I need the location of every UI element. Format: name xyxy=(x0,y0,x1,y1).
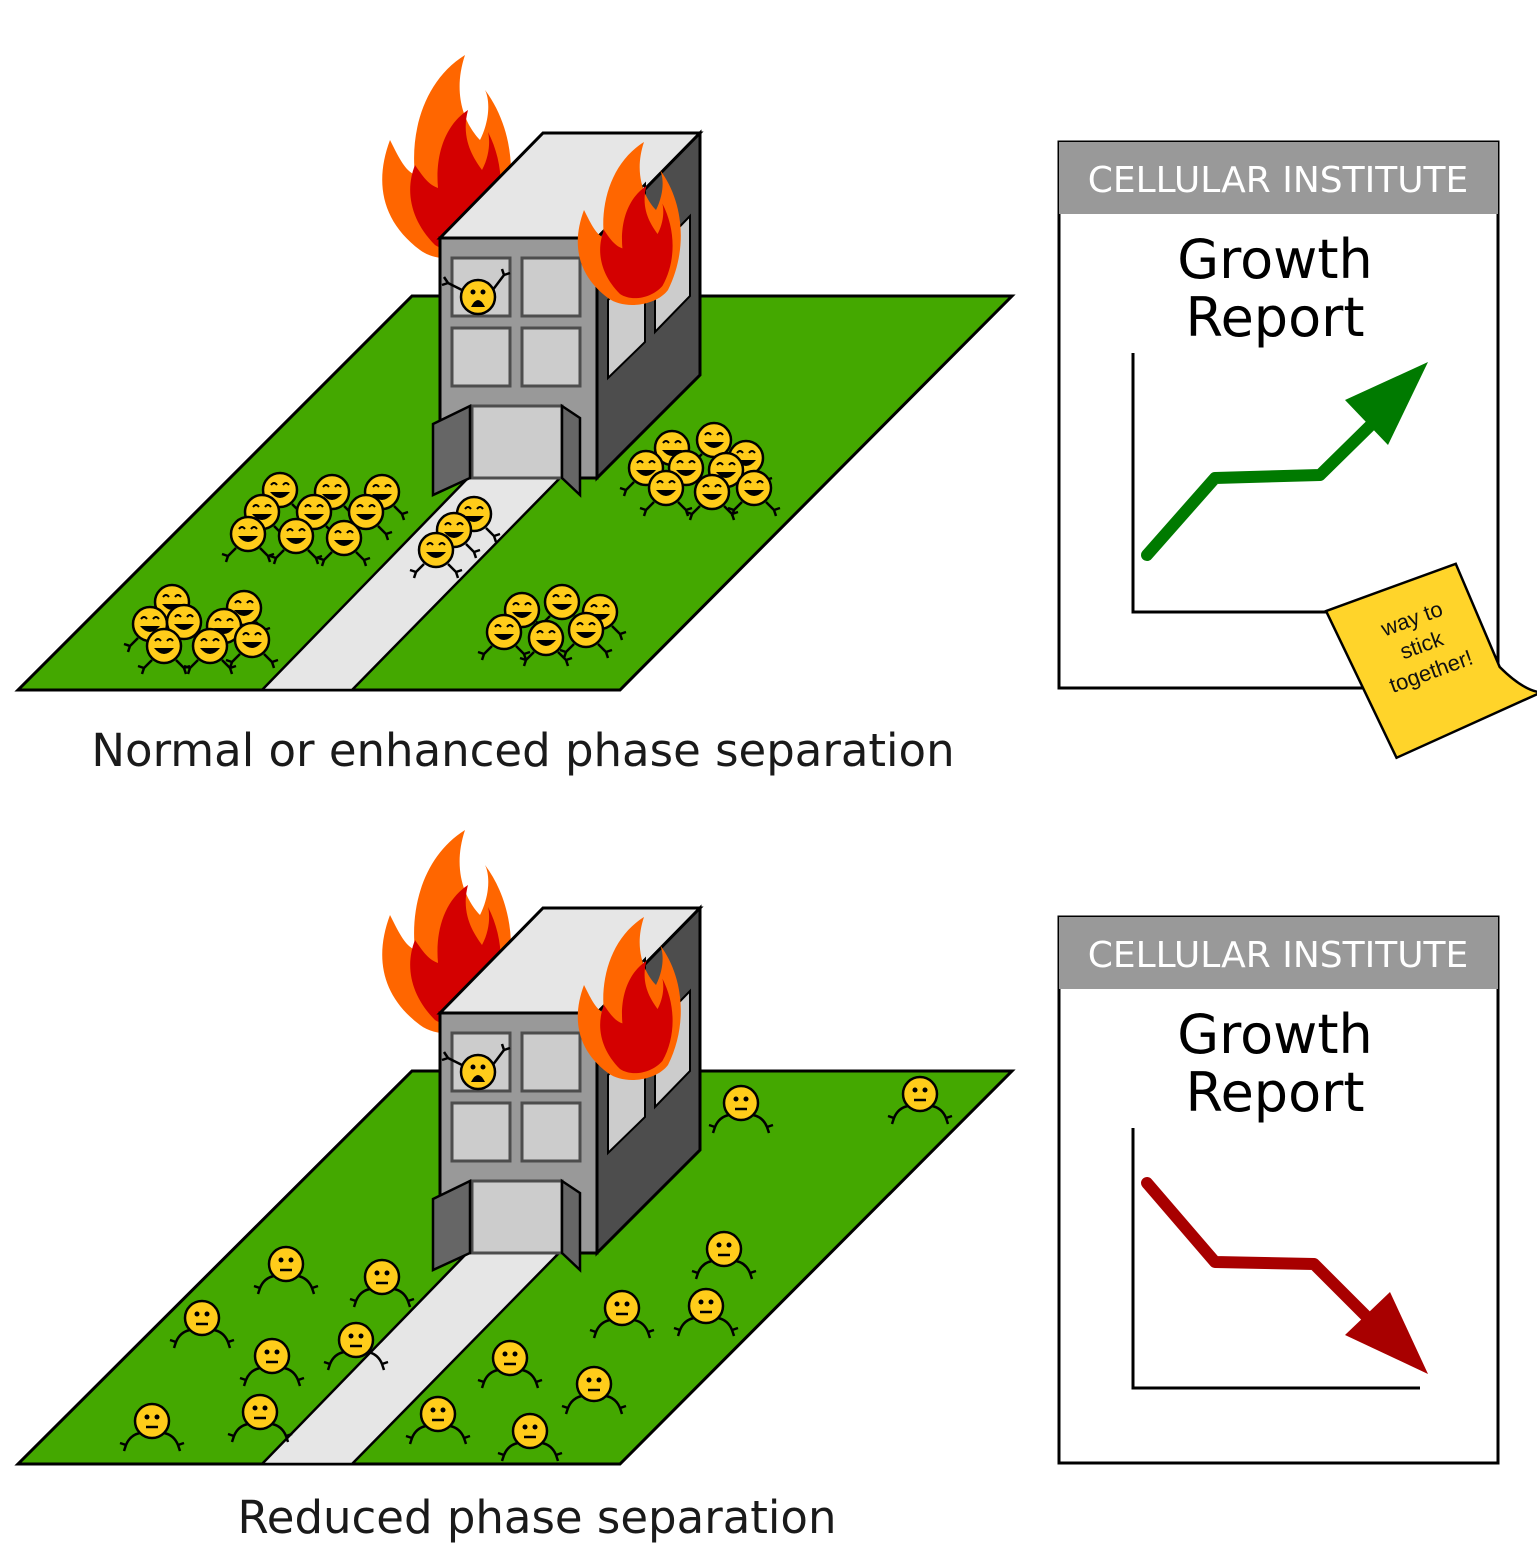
report-header-bar xyxy=(1059,917,1498,989)
panel-top: Normal or enhanced phase separation CELL… xyxy=(14,55,1537,777)
report-title-line1: Growth xyxy=(1177,228,1372,291)
trend-up-arrowhead xyxy=(1345,362,1428,445)
sticky-note: way to stick together! xyxy=(1324,562,1537,760)
report-axes xyxy=(1131,353,1420,614)
panel-bottom: Reduced phase separation CELLULAR INSTIT… xyxy=(14,830,1500,1544)
report-axes xyxy=(1131,1128,1420,1390)
report-title-line1: Growth xyxy=(1177,1003,1372,1066)
trend-down-line xyxy=(1141,1177,1376,1326)
report-title-line2: Report xyxy=(1185,286,1364,349)
report-header: CELLULAR INSTITUTE xyxy=(1088,160,1469,201)
report-header-bar xyxy=(1059,142,1498,214)
caption-top: Normal or enhanced phase separation xyxy=(91,724,954,777)
caption-bottom: Reduced phase separation xyxy=(238,1491,837,1544)
report-title-line2: Report xyxy=(1185,1061,1364,1124)
growth-report-top: CELLULAR INSTITUTE Growth Report way to … xyxy=(1057,140,1537,760)
report-header: CELLULAR INSTITUTE xyxy=(1088,935,1469,976)
trend-down-arrowhead xyxy=(1345,1292,1428,1374)
trend-up-line xyxy=(1141,412,1384,561)
growth-report-bottom: CELLULAR INSTITUTE Growth Report xyxy=(1057,915,1500,1465)
